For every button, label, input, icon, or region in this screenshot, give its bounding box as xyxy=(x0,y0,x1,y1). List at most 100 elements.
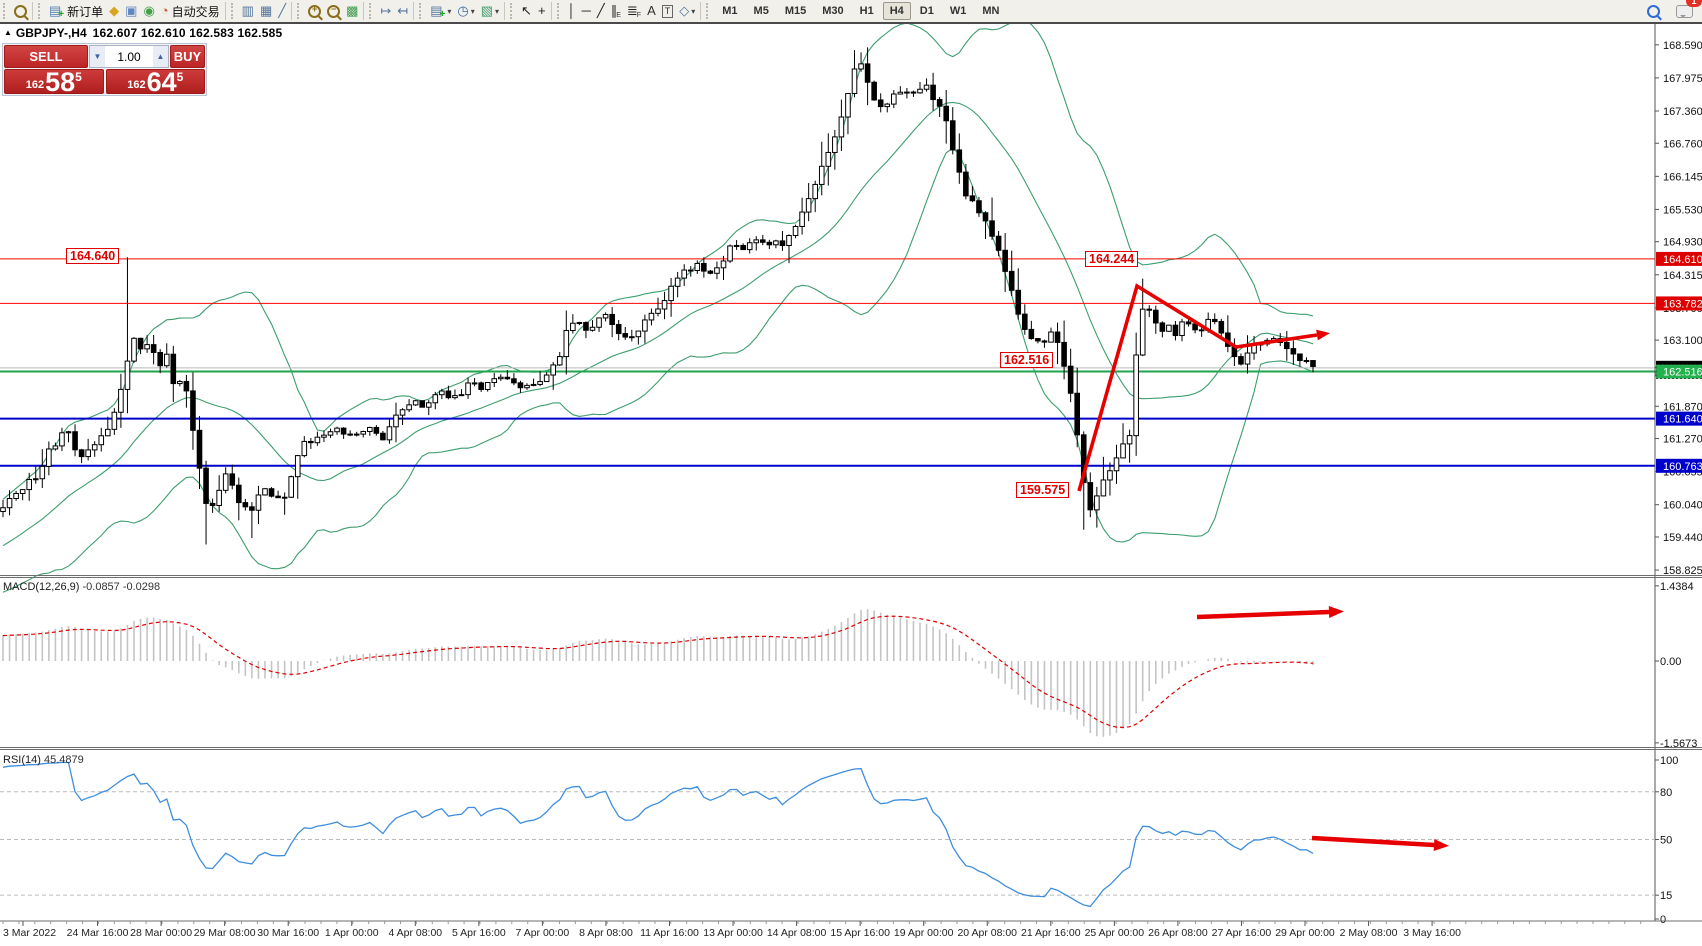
svg-text:163.100: 163.100 xyxy=(1663,335,1702,347)
svg-text:4 Apr 08:00: 4 Apr 08:00 xyxy=(388,927,442,939)
equidistant-channel-icon[interactable]: ∥ E xyxy=(610,3,621,19)
svg-text:28 Mar 00:00: 28 Mar 00:00 xyxy=(130,927,192,939)
vertical-line-icon[interactable]: │ xyxy=(567,3,576,18)
one-click-trading-panel: SELL ▼ ▲ BUY 162 58 5 162 64 5 xyxy=(2,43,207,96)
macd-axis: 1.4384 0.00 -1.5673 xyxy=(1655,581,1697,750)
svg-text:2 May 08:00: 2 May 08:00 xyxy=(1340,927,1398,939)
toolbar: ▤ + 新订单 ◆ ▣ ◉ ◔ 自动交易 ▥ ▦ ╱ + − ▩ ↦ ↤ ▤ + ▾ ◷ ▾ ▧ ▾ ↖ + │ ─ ╱ ∥ E ≣ F A T ◇… xyxy=(0,0,1702,24)
svg-text:168.590: 168.590 xyxy=(1663,40,1702,52)
timeframe-h4[interactable]: H4 xyxy=(882,2,911,20)
text-icon[interactable]: A xyxy=(647,3,656,18)
bar-chart-icon[interactable]: ▥ xyxy=(241,3,254,18)
svg-text:163.782: 163.782 xyxy=(1663,298,1702,310)
svg-text:3 Mar 2022: 3 Mar 2022 xyxy=(3,927,56,939)
zoom-in-icon[interactable]: + xyxy=(305,1,324,21)
sell-price-big: 58 xyxy=(45,69,76,94)
svg-text:20 Apr 08:00: 20 Apr 08:00 xyxy=(957,927,1017,939)
deposit-icon[interactable]: ◆ xyxy=(109,3,120,18)
horizontal-level-lines xyxy=(0,258,1655,467)
macd-histogram xyxy=(2,609,1314,737)
sell-button[interactable]: SELL xyxy=(4,45,88,68)
svg-text:25 Apr 00:00: 25 Apr 00:00 xyxy=(1085,927,1145,939)
timeframe-h1[interactable]: H1 xyxy=(859,5,874,17)
svg-text:29 Apr 00:00: 29 Apr 00:00 xyxy=(1275,927,1335,939)
volume-input[interactable] xyxy=(105,46,153,67)
svg-text:50: 50 xyxy=(1660,835,1672,847)
svg-text:11 Apr 16:00: 11 Apr 16:00 xyxy=(640,927,699,939)
timeframe-d1[interactable]: D1 xyxy=(919,5,934,17)
svg-text:8 Apr 08:00: 8 Apr 08:00 xyxy=(579,927,633,939)
timeframe-m30[interactable]: M30 xyxy=(822,5,844,17)
svg-text:1 Apr 00:00: 1 Apr 00:00 xyxy=(325,927,379,939)
svg-text:13 Apr 00:00: 13 Apr 00:00 xyxy=(703,927,763,939)
cursor-icon[interactable]: ↖ xyxy=(521,3,532,18)
text-label-icon[interactable]: T xyxy=(659,1,677,21)
svg-text:166.145: 166.145 xyxy=(1663,171,1702,183)
horizontal-line-icon[interactable]: ─ xyxy=(581,3,591,18)
buy-price-display[interactable]: 162 64 5 xyxy=(105,69,205,94)
volume-increase-button[interactable]: ▲ xyxy=(153,46,168,67)
periods-clock-icon[interactable]: ◷ ▾ xyxy=(457,3,475,18)
search-icon[interactable] xyxy=(1644,1,1663,21)
svg-text:0: 0 xyxy=(1660,914,1666,926)
svg-text:15: 15 xyxy=(1660,890,1672,902)
window-icon[interactable]: ▣ xyxy=(125,3,138,18)
svg-text:159.440: 159.440 xyxy=(1663,532,1702,544)
rsi-gridlines: 100 80 50 15 0 xyxy=(0,755,1678,926)
svg-text:80: 80 xyxy=(1660,787,1672,799)
macd-signal-line xyxy=(2,615,1314,729)
svg-text:0.00: 0.00 xyxy=(1660,656,1681,668)
sell-price-sup: 5 xyxy=(75,70,82,84)
svg-text:162.516: 162.516 xyxy=(1663,367,1702,379)
new-order-icon[interactable]: ▤ + 新订单 xyxy=(49,3,104,20)
price-annotation-label[interactable]: 164.640 xyxy=(66,248,120,264)
chart-template-icon[interactable]: ▧ ▾ xyxy=(480,3,500,18)
buy-button[interactable]: BUY xyxy=(170,45,205,68)
price-annotation-label[interactable]: 159.575 xyxy=(1016,482,1070,498)
zoom-out-icon[interactable]: − xyxy=(324,1,343,21)
timeframe-m1[interactable]: M1 xyxy=(722,5,738,17)
svg-text:3 May 16:00: 3 May 16:00 xyxy=(1403,927,1461,939)
timeframe-m15[interactable]: M15 xyxy=(784,5,807,17)
candlestick-chart-icon[interactable]: ▦ xyxy=(259,3,273,18)
crosshair-icon[interactable]: + xyxy=(537,3,546,18)
svg-text:161.640: 161.640 xyxy=(1663,414,1702,426)
sell-price-display[interactable]: 162 58 5 xyxy=(4,69,104,94)
svg-text:7 Apr 00:00: 7 Apr 00:00 xyxy=(516,927,570,939)
price-annotation-label[interactable]: 164.244 xyxy=(1085,251,1139,267)
svg-text:100: 100 xyxy=(1660,755,1678,767)
buy-price-big: 64 xyxy=(146,69,177,94)
svg-text:161.270: 161.270 xyxy=(1663,434,1702,446)
svg-text:14 Apr 08:00: 14 Apr 08:00 xyxy=(767,927,827,939)
market-search-icon[interactable] xyxy=(11,1,30,21)
timeframe-w1[interactable]: W1 xyxy=(949,5,967,17)
shapes-icon[interactable]: ◇ ▾ xyxy=(679,3,696,18)
algo-trading-icon[interactable]: ◔ 自动交易 xyxy=(160,3,220,19)
line-chart-icon[interactable]: ╱ xyxy=(278,3,287,18)
trend-arrows[interactable] xyxy=(1077,283,1449,851)
price-annotation-label[interactable]: 162.516 xyxy=(1000,352,1054,368)
svg-text:167.360: 167.360 xyxy=(1663,106,1702,118)
chat-icon[interactable]: 1 xyxy=(1673,0,1702,21)
signal-icon[interactable]: ◉ xyxy=(143,3,155,18)
auto-scroll-icon[interactable]: ↦ xyxy=(380,3,392,18)
tile-windows-icon[interactable]: ▩ xyxy=(346,3,359,18)
new-chart-icon[interactable]: ▤ + ▾ xyxy=(430,3,452,20)
timeframe-m5[interactable]: M5 xyxy=(753,5,769,17)
svg-text:165.530: 165.530 xyxy=(1663,204,1702,216)
sell-price-prefix: 162 xyxy=(25,79,45,91)
svg-text:1.4384: 1.4384 xyxy=(1660,581,1694,593)
svg-text:24 Mar 16:00: 24 Mar 16:00 xyxy=(67,927,129,939)
svg-text:160.763: 160.763 xyxy=(1663,461,1702,473)
trendline-icon[interactable]: ╱ xyxy=(596,3,605,18)
chart-window: 168.590 167.975 167.360 166.760 166.145 165.5… xyxy=(0,19,1702,946)
time-axis: 3 Mar 2022 24 Mar 16:00 28 Mar 00:00 29 Mar… xyxy=(0,920,1702,939)
fibonacci-icon[interactable]: ≣ F xyxy=(626,3,642,19)
buy-price-sup: 5 xyxy=(176,70,184,84)
timeframe-mn[interactable]: MN xyxy=(982,5,1000,17)
chart-shift-icon[interactable]: ↤ xyxy=(397,3,409,18)
svg-text:166.760: 166.760 xyxy=(1663,138,1702,150)
volume-decrease-button[interactable]: ▼ xyxy=(90,46,105,67)
